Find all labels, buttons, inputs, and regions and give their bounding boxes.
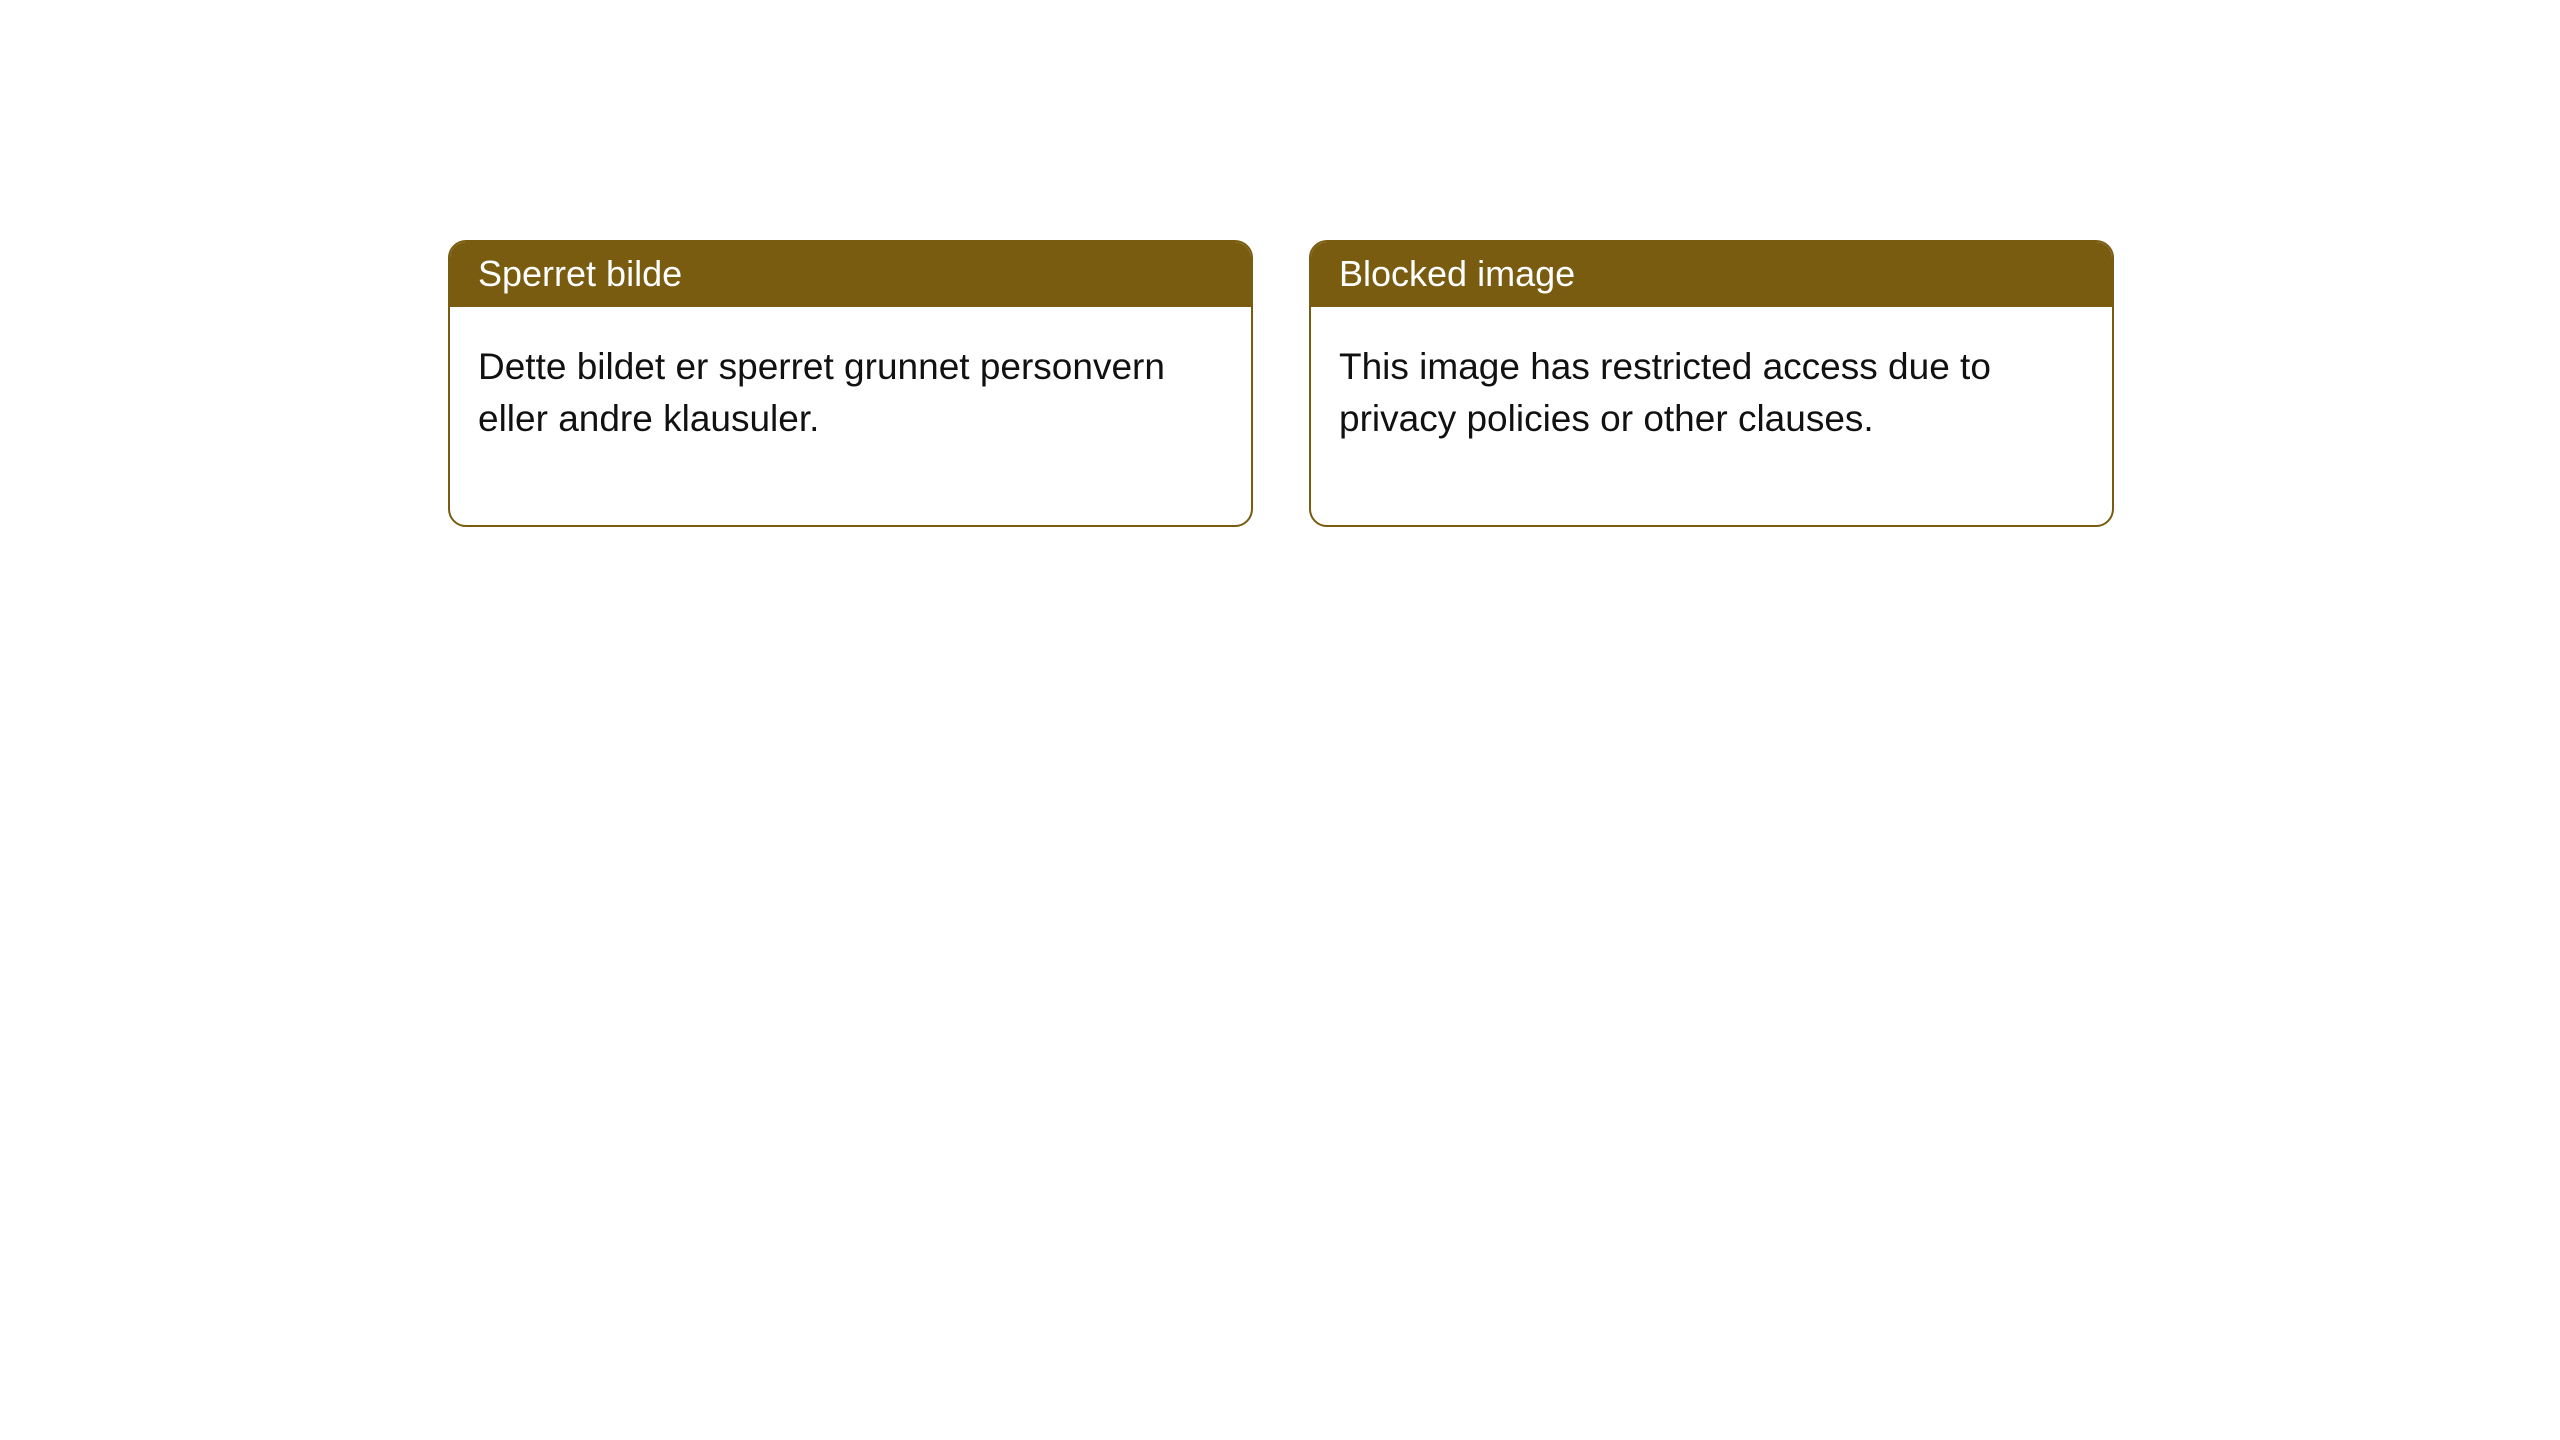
notice-card-english: Blocked image This image has restricted … <box>1309 240 2114 527</box>
notice-header-english: Blocked image <box>1311 242 2112 307</box>
notice-body-norwegian: Dette bildet er sperret grunnet personve… <box>450 307 1251 525</box>
notice-container: Sperret bilde Dette bildet er sperret gr… <box>0 0 2560 527</box>
notice-header-norwegian: Sperret bilde <box>450 242 1251 307</box>
notice-body-english: This image has restricted access due to … <box>1311 307 2112 525</box>
notice-card-norwegian: Sperret bilde Dette bildet er sperret gr… <box>448 240 1253 527</box>
